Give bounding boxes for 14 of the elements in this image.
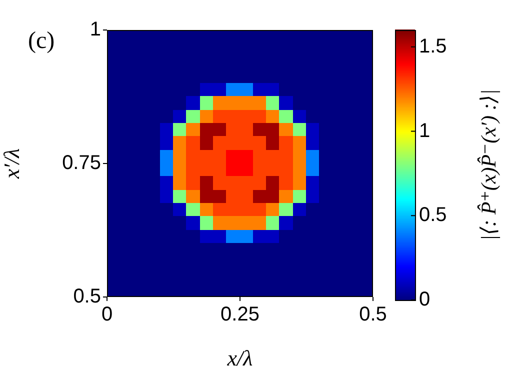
- x-axis-title: x/λ: [226, 346, 253, 371]
- x-tick-label: 0.25: [220, 304, 260, 326]
- y-axis-title: x′/λ: [0, 148, 24, 180]
- x-tick-label: 0.5: [359, 304, 387, 326]
- color-bar-label: 1: [419, 120, 430, 142]
- y-tick-label: 1: [90, 18, 101, 41]
- color-bar-label: 0: [419, 288, 430, 311]
- y-tick-label: 0.5: [73, 286, 101, 308]
- color-bar-label: 1.5: [419, 35, 447, 58]
- x-tick-label: 0: [101, 304, 113, 326]
- color-bar-title: |⟨: P̂⁺(x)P̂⁻(x′) :⟩|: [476, 89, 501, 241]
- y-tick-label: 0.75: [62, 152, 101, 174]
- chart-title: (c): [28, 28, 55, 54]
- color-bar-label: 0.5: [419, 204, 447, 226]
